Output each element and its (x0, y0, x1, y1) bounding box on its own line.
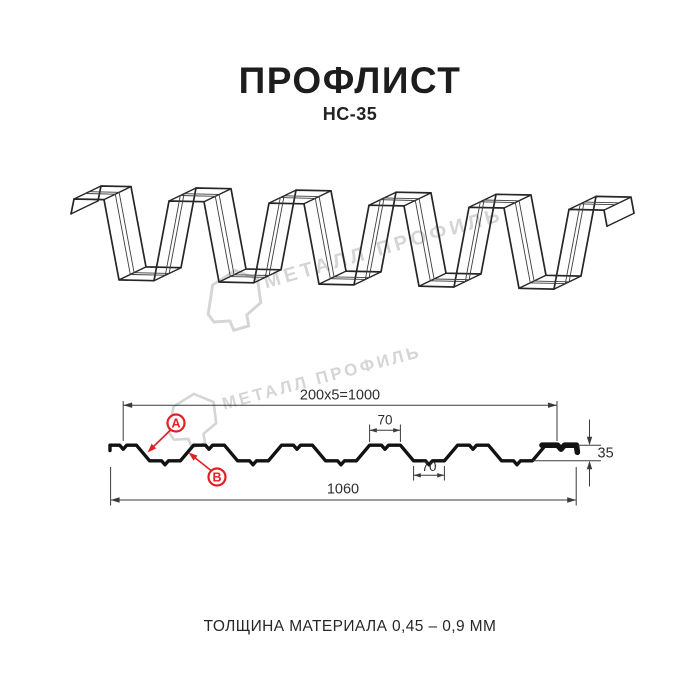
metal-profil-logo-icon (206, 268, 263, 333)
callout-a: A (147, 413, 186, 453)
callout-b-label: B (212, 470, 221, 484)
profile-model-subtitle: НС-35 (322, 104, 378, 124)
callout-a-label: A (171, 416, 180, 430)
watermark-metal-profil-lower: МЕТАЛЛ ПРОФИЛЬ (167, 342, 423, 449)
callout-b: B (188, 452, 227, 487)
dim-height-value: 35 (598, 446, 614, 462)
dimension-height: 35 (533, 419, 614, 487)
material-thickness-caption: ТОЛЩИНА МАТЕРИАЛА 0,45 – 0,9 ММ (203, 618, 497, 635)
metal-profil-logo-icon (167, 392, 218, 449)
sheet-3d-view (70, 185, 635, 290)
dim-top-total-value: 200x5=1000 (300, 388, 380, 404)
dimension-rib-bottom: 70 (413, 459, 445, 481)
dimension-top-total: 200x5=1000 (122, 388, 558, 441)
dimension-rib-top: 70 (369, 413, 401, 442)
dimension-overall-width: 1060 (110, 467, 577, 506)
sheet-cross-section (108, 442, 581, 467)
dim-overall-width-value: 1060 (327, 482, 359, 498)
dim-rib-bottom-value: 70 (421, 459, 436, 474)
page-title: ПРОФЛИСТ (238, 60, 462, 101)
dim-rib-top-value: 70 (377, 413, 392, 428)
